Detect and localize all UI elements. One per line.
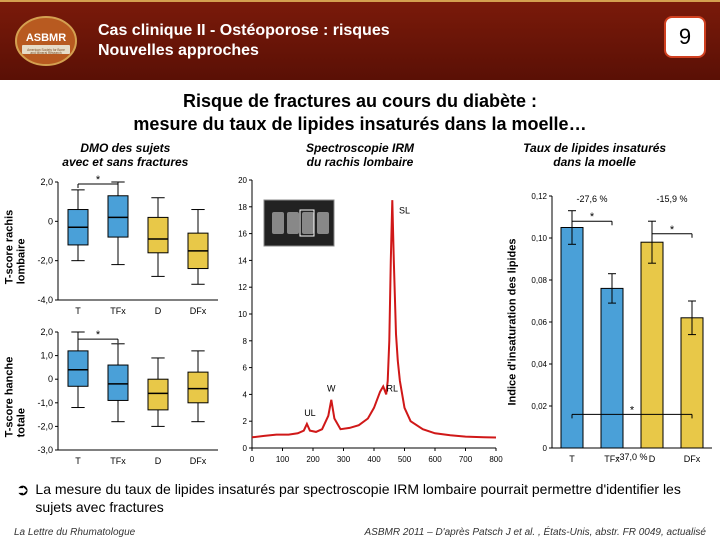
header-title-line2: Nouvelles approches xyxy=(98,41,390,61)
arrow-icon: ➲ xyxy=(16,480,29,516)
panel-title-left: DMO des sujets avec et sans fractures xyxy=(9,141,241,170)
svg-text:0,08: 0,08 xyxy=(531,276,547,285)
svg-text:D: D xyxy=(155,306,162,316)
svg-text:T: T xyxy=(569,454,575,464)
svg-text:and Mineral Research: and Mineral Research xyxy=(30,51,61,55)
svg-text:1,0: 1,0 xyxy=(40,350,53,360)
boxplot-hanche-panel: T-score hanchetotale 2,0 1,0 0 -1,0 -2,0 -3,0… xyxy=(6,322,224,472)
svg-text:W: W xyxy=(327,384,336,394)
svg-text:14: 14 xyxy=(238,256,247,265)
slide-number: 9 xyxy=(679,24,691,50)
svg-text:*: * xyxy=(96,174,101,186)
ylabel-hanche: T-score hanchetotale xyxy=(3,356,27,437)
svg-text:*: * xyxy=(96,329,101,341)
svg-text:100: 100 xyxy=(276,455,290,464)
svg-text:0,04: 0,04 xyxy=(531,360,547,369)
footer-right: ASBMR 2011 – D'après Patsch J et al. , É… xyxy=(364,527,706,538)
svg-text:8: 8 xyxy=(243,337,248,346)
header-title-line1: Cas clinique II - Ostéoporose : risques xyxy=(98,21,390,41)
svg-text:2,0: 2,0 xyxy=(40,177,53,187)
boxplot-rachis-panel: T-score rachislombaire 2,0 0 -2,0 -4,0 T TFx D… xyxy=(6,172,224,322)
main-title: Risque de fractures au cours du diabète … xyxy=(30,90,690,135)
boxplot-rachis: 2,0 0 -2,0 -4,0 T TFx D DFx * xyxy=(24,172,224,322)
footer: La Lettre du Rhumatologue ASBMR 2011 – D… xyxy=(0,527,720,538)
svg-text:300: 300 xyxy=(337,455,351,464)
svg-text:-15,9 %: -15,9 % xyxy=(656,194,687,204)
svg-text:0: 0 xyxy=(250,455,255,464)
svg-text:0: 0 xyxy=(48,374,53,384)
svg-text:DFx: DFx xyxy=(190,456,207,466)
svg-text:10: 10 xyxy=(238,310,247,319)
svg-text:400: 400 xyxy=(367,455,381,464)
svg-text:6: 6 xyxy=(243,363,248,372)
ylabel-rachis: T-score rachislombaire xyxy=(3,209,27,284)
svg-text:500: 500 xyxy=(398,455,412,464)
svg-text:-4,0: -4,0 xyxy=(37,295,53,305)
svg-text:20: 20 xyxy=(238,176,247,185)
svg-text:0: 0 xyxy=(48,216,53,226)
col-spectrum: 2018161412108642001002003004005006007008… xyxy=(224,172,504,472)
conclusion: ➲ La mesure du taux de lipides insaturés… xyxy=(16,480,704,516)
svg-text:-2,0: -2,0 xyxy=(37,421,53,431)
bar-chart: 0,120,100,080,060,040,020TTFxDDFx***-27,… xyxy=(522,172,718,472)
svg-text:0,12: 0,12 xyxy=(531,192,547,201)
svg-text:-3,0: -3,0 xyxy=(37,445,53,455)
svg-text:4: 4 xyxy=(243,390,248,399)
svg-text:T: T xyxy=(75,306,81,316)
svg-text:T: T xyxy=(75,456,81,466)
svg-text:TFx: TFx xyxy=(110,306,126,316)
svg-text:0: 0 xyxy=(543,444,548,453)
header-title: Cas clinique II - Ostéoporose : risques … xyxy=(98,21,390,61)
svg-text:-1,0: -1,0 xyxy=(37,398,53,408)
svg-text:*: * xyxy=(670,224,675,236)
svg-text:RL: RL xyxy=(387,384,399,394)
svg-text:18: 18 xyxy=(238,203,247,212)
svg-text:800: 800 xyxy=(489,455,503,464)
panel-title-right: Taux de lipides insaturés dans la moelle xyxy=(478,141,710,170)
col-boxplots: T-score rachislombaire 2,0 0 -2,0 -4,0 T TFx D… xyxy=(6,172,224,472)
svg-text:SL: SL xyxy=(399,205,410,215)
svg-text:0,02: 0,02 xyxy=(531,402,547,411)
svg-text:-37,0 %: -37,0 % xyxy=(616,452,647,462)
ylabel-bars: Indice d'insaturation des lipides xyxy=(507,238,519,405)
svg-text:0,10: 0,10 xyxy=(531,234,547,243)
conclusion-text: La mesure du taux de lipides insaturés p… xyxy=(35,480,704,516)
svg-text:-27,6 %: -27,6 % xyxy=(576,194,607,204)
svg-text:2: 2 xyxy=(243,417,248,426)
spectrum-chart: 2018161412108642001002003004005006007008… xyxy=(224,172,504,472)
panel-titles-row: DMO des sujets avec et sans fractures Sp… xyxy=(8,141,712,170)
svg-text:*: * xyxy=(630,404,635,416)
svg-text:0,06: 0,06 xyxy=(531,318,547,327)
svg-text:DFx: DFx xyxy=(684,454,701,464)
slide-number-box: 9 xyxy=(664,16,706,58)
svg-text:16: 16 xyxy=(238,229,247,238)
svg-text:2,0: 2,0 xyxy=(40,327,53,337)
col-bars: Indice d'insaturation des lipides 0,12 0,… xyxy=(504,172,718,472)
svg-text:*: * xyxy=(590,211,595,223)
main-title-line2: mesure du taux de lipides insaturés dans… xyxy=(30,113,690,136)
svg-text:200: 200 xyxy=(306,455,320,464)
svg-text:UL: UL xyxy=(304,408,316,418)
svg-text:ASBMR: ASBMR xyxy=(26,32,66,44)
panel-title-mid: Spectroscopie IRM du rachis lombaire xyxy=(244,141,476,170)
svg-text:DFx: DFx xyxy=(190,306,207,316)
main-title-line1: Risque de fractures au cours du diabète … xyxy=(30,90,690,113)
header: ASBMR American Society for Bone and Mine… xyxy=(0,0,720,80)
footer-left: La Lettre du Rhumatologue xyxy=(14,527,135,538)
svg-text:TFx: TFx xyxy=(110,456,126,466)
svg-text:12: 12 xyxy=(238,283,247,292)
svg-text:D: D xyxy=(155,456,162,466)
svg-text:0: 0 xyxy=(243,444,248,453)
content-row: T-score rachislombaire 2,0 0 -2,0 -4,0 T TFx D… xyxy=(6,172,714,472)
boxplot-hanche: 2,0 1,0 0 -1,0 -2,0 -3,0 T TFx D DFx * xyxy=(24,322,224,472)
svg-text:700: 700 xyxy=(459,455,473,464)
asbmr-logo: ASBMR American Society for Bone and Mine… xyxy=(12,13,80,69)
svg-text:600: 600 xyxy=(428,455,442,464)
svg-text:-2,0: -2,0 xyxy=(37,255,53,265)
svg-text:D: D xyxy=(649,454,656,464)
